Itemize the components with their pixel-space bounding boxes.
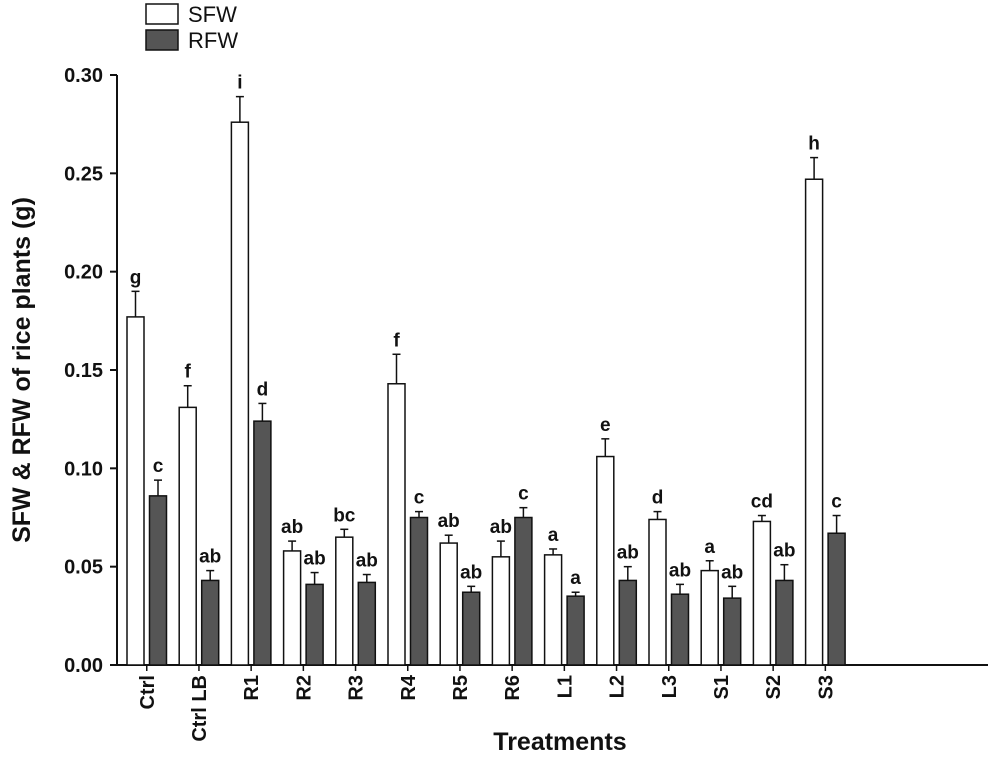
significance-letter: a xyxy=(704,537,715,558)
significance-letter: cd xyxy=(751,492,773,513)
sfw-bar xyxy=(230,121,250,666)
significance-letter: d xyxy=(257,379,269,400)
x-tick-label: Ctrl LB xyxy=(189,675,211,742)
y-tick-label: 0.20 xyxy=(64,262,103,284)
significance-letter: ab xyxy=(773,541,795,562)
significance-letter: h xyxy=(808,134,820,155)
rfw-bar xyxy=(514,516,533,666)
rfw-bar xyxy=(618,579,638,666)
y-tick-label: 0.25 xyxy=(64,163,103,185)
significance-letter: ab xyxy=(199,547,221,568)
significance-letter: ab xyxy=(721,562,743,583)
y-axis-title: SFW & RFW of rice plants (g) xyxy=(8,197,36,543)
significance-letter: ab xyxy=(617,543,639,564)
x-tick-label: R1 xyxy=(241,675,263,701)
significance-letter: ab xyxy=(460,562,482,583)
x-tick-label: S3 xyxy=(815,675,837,699)
x-tick-label: L3 xyxy=(659,675,681,698)
sfw-bar xyxy=(804,178,824,666)
sfw-bar xyxy=(543,554,563,666)
significance-letter: c xyxy=(518,484,529,505)
axes: 0.00 0.05 0.10 0.15 0.20 0.25 0.30 Ctrl Ctrl LB R… xyxy=(64,65,988,742)
sfw-bar xyxy=(596,455,615,666)
significance-letter: a xyxy=(548,525,559,546)
sfw-bar xyxy=(439,542,458,666)
rfw-bar xyxy=(775,579,794,666)
significance-letter: i xyxy=(237,73,242,94)
legend-label-sfw: SFW xyxy=(188,2,237,27)
significance-letter: c xyxy=(831,492,842,513)
sfw-bar xyxy=(387,383,406,666)
rfw-bar xyxy=(200,579,220,666)
x-tick-label: R3 xyxy=(346,675,368,701)
y-tick-label: 0.15 xyxy=(64,360,103,382)
significance-letter: c xyxy=(153,456,164,477)
significance-letter: e xyxy=(600,415,611,436)
significance-letter: a xyxy=(570,568,581,589)
significance-letter: c xyxy=(414,488,425,509)
sfw-bar xyxy=(700,569,719,666)
significance-letter: ab xyxy=(669,560,691,581)
significance-letter: f xyxy=(185,362,192,383)
sfw-bar xyxy=(126,316,145,666)
legend-label-rfw: RFW xyxy=(188,28,238,53)
labels: gcfabidababbcabfcabababcaaeabdabaabcdabh… xyxy=(130,73,843,590)
x-tick-label: R4 xyxy=(398,674,420,700)
x-tick-label: Ctrl xyxy=(137,675,159,709)
significance-letter: ab xyxy=(281,517,303,538)
sfw-bar xyxy=(282,550,302,666)
significance-letter: ab xyxy=(438,511,460,532)
significance-letter: g xyxy=(130,267,142,288)
rfw-bar xyxy=(827,532,846,666)
y-tick-label: 0.05 xyxy=(64,557,103,579)
legend-swatch-rfw xyxy=(145,29,179,51)
rfw-bar xyxy=(670,593,690,666)
significance-letter: ab xyxy=(490,517,512,538)
rfw-bar xyxy=(409,516,429,666)
sfw-bar xyxy=(648,518,667,666)
rfw-bar xyxy=(253,420,272,666)
x-axis-title: Treatments xyxy=(493,728,626,756)
y-tick-label: 0.10 xyxy=(64,458,103,480)
rfw-bar xyxy=(357,581,377,666)
significance-letter: ab xyxy=(304,549,326,570)
rfw-bar xyxy=(566,595,585,666)
x-tick-label: S1 xyxy=(711,675,733,699)
x-tick-label: R6 xyxy=(502,675,524,701)
rfw-bar xyxy=(461,591,481,666)
significance-letter: d xyxy=(652,488,664,509)
significance-letter: ab xyxy=(356,551,378,572)
rfw-bar xyxy=(305,583,324,666)
sfw-bar xyxy=(335,536,354,666)
sfw-bar xyxy=(491,556,511,666)
rfw-bar xyxy=(722,597,742,666)
sfw-bar xyxy=(752,520,772,666)
bars xyxy=(126,95,846,666)
x-tick-label: S2 xyxy=(763,675,785,699)
y-tick-label: 0.30 xyxy=(64,65,103,87)
sfw-bar xyxy=(178,406,197,666)
significance-letter: bc xyxy=(333,505,356,526)
legend-swatch-sfw xyxy=(145,3,179,25)
y-tick-label: 0.00 xyxy=(64,655,103,677)
significance-letter: f xyxy=(393,330,400,351)
x-tick-label: L1 xyxy=(554,675,576,698)
x-tick-label: R5 xyxy=(450,675,472,701)
rfw-bar xyxy=(148,495,168,666)
x-tick-label: L2 xyxy=(607,675,629,698)
x-tick-label: R2 xyxy=(293,675,315,701)
